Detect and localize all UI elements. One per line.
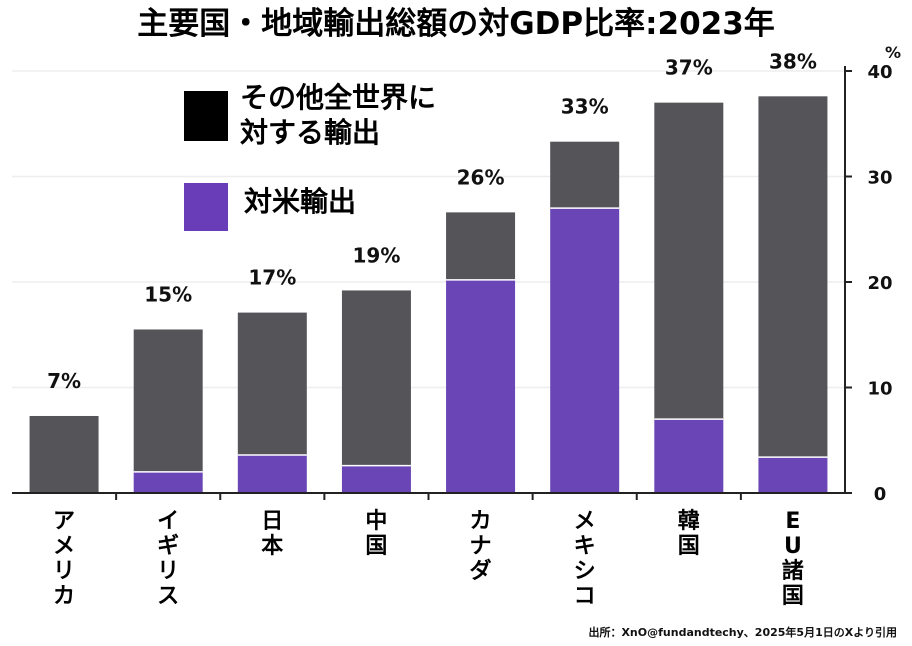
category-label: 日本 [261,509,283,559]
category-labels: アメリカ イギリス 日本 中国 カナダ メキシコ 韓国 E U 諸国 [53,508,804,609]
total-label: 33% [561,95,609,119]
y-ticks: 0 10 20 30 40 [845,62,893,505]
bar-us [446,279,516,493]
bars [29,96,828,493]
category-label: メキシコ [574,509,596,609]
bar-us [550,208,620,493]
y-unit: % [885,43,901,62]
bar-us [654,419,724,493]
y-tick-label: 40 [867,62,892,83]
y-tick-label: 10 [867,379,892,400]
legend: その他全世界に 対する輸出 対米輸出 [184,81,436,231]
total-label: 26% [457,165,505,189]
legend-swatch-us [184,183,228,231]
bar-other [758,96,828,458]
bar-other [133,329,203,472]
total-label: 37% [665,56,713,80]
total-labels: 7% 15% 17% 19% 26% 33% 37% 38% [47,49,817,393]
bar-other [237,312,307,456]
x-ticks [115,493,742,500]
bar-other [550,141,620,209]
total-label: 19% [353,243,401,267]
category-label: E U 諸国 [782,509,804,609]
total-label: 17% [248,266,296,290]
bar-other [654,102,724,420]
category-label: 韓国 [678,508,700,559]
total-label: 15% [144,282,192,306]
legend-label-us: 対米輸出 [244,185,356,218]
bar-us [341,465,411,493]
bar-us [758,457,828,493]
legend-swatch-other [184,91,228,141]
category-label: 中国 [365,509,387,559]
bar-other [29,415,99,493]
total-label: 7% [47,369,81,393]
legend-label-other-line1: その他全世界に [240,81,436,114]
y-tick-label: 30 [867,168,892,189]
total-label: 38% [769,49,817,73]
bar-us [237,455,307,493]
category-label: アメリカ [53,509,75,609]
bar-other [446,212,516,280]
source-note: 出所：XnO@fundandtechy、2025年5月1日のXより引用 [588,625,897,639]
bar-us [133,471,203,493]
category-label: カナダ [470,509,492,584]
y-tick-label: 0 [874,484,887,505]
bar-other [341,290,411,466]
chart-title: 主要国・地域輸出総額の対GDP比率:2023年 [137,6,775,42]
category-label: イギリス [157,509,179,609]
legend-label-other-line2: 対する輸出 [240,116,380,149]
y-tick-label: 20 [867,273,892,294]
